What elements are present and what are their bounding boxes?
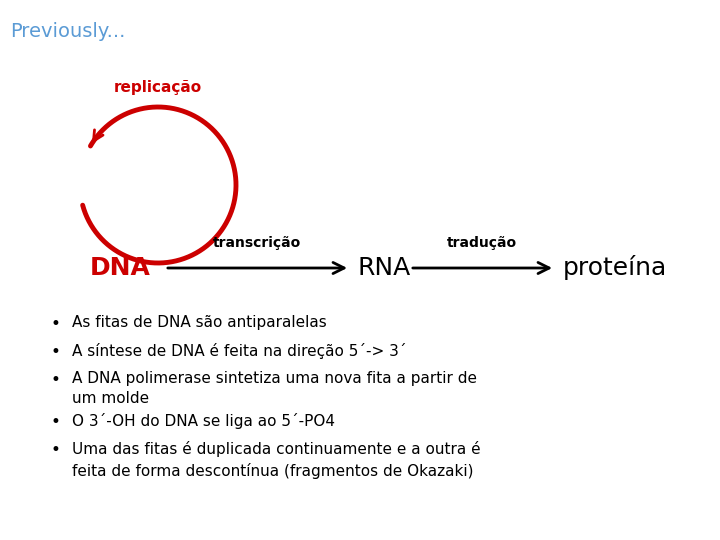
Text: A DNA polimerase sintetiza uma nova fita a partir de
um molde: A DNA polimerase sintetiza uma nova fita… <box>72 371 477 407</box>
Text: tradução: tradução <box>447 236 517 250</box>
Text: O 3´-OH do DNA se liga ao 5´-PO4: O 3´-OH do DNA se liga ao 5´-PO4 <box>72 413 335 429</box>
Text: •: • <box>50 343 60 361</box>
Text: transcrição: transcrição <box>213 236 301 250</box>
Text: A síntese de DNA é feita na direção 5´-> 3´: A síntese de DNA é feita na direção 5´->… <box>72 343 407 359</box>
Text: Previously...: Previously... <box>10 22 125 41</box>
Text: •: • <box>50 413 60 431</box>
Text: •: • <box>50 371 60 389</box>
Text: As fitas de DNA são antiparalelas: As fitas de DNA são antiparalelas <box>72 315 327 330</box>
Text: RNA: RNA <box>358 256 411 280</box>
Text: Uma das fitas é duplicada continuamente e a outra é
feita de forma descontínua (: Uma das fitas é duplicada continuamente … <box>72 441 481 479</box>
Text: •: • <box>50 441 60 459</box>
Text: DNA: DNA <box>90 256 151 280</box>
Text: replicação: replicação <box>114 80 202 95</box>
Text: proteína: proteína <box>563 255 667 280</box>
Text: •: • <box>50 315 60 333</box>
